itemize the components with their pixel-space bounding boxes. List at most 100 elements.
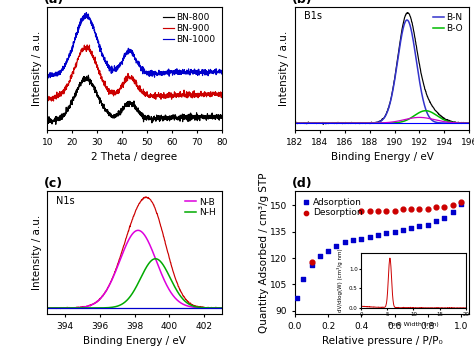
N-B: [176, 299, 182, 304]
Text: N1s: N1s: [56, 196, 75, 205]
Adsorption: [333, 243, 340, 249]
BN-800: [181, 113, 187, 118]
Adsorption: [383, 231, 390, 236]
Desorption: [416, 206, 423, 212]
B-O: [371, 121, 377, 125]
Adsorption: [432, 219, 440, 224]
B-O: [337, 121, 343, 125]
B-N: [424, 109, 429, 113]
Text: (d): (d): [292, 177, 312, 190]
B-N: [371, 121, 377, 125]
B-O: [292, 121, 298, 125]
BN-800: [53, 122, 59, 126]
BN-900: [164, 93, 170, 97]
Adsorption: [374, 232, 382, 238]
BN-900: [84, 43, 90, 47]
Adsorption: [357, 236, 365, 241]
Adsorption: [424, 222, 431, 227]
Adsorption: [341, 239, 348, 245]
Adsorption: [308, 262, 315, 268]
BN-1000: [219, 68, 225, 73]
B-N: [409, 30, 414, 34]
BN-800: [164, 114, 170, 119]
Desorption: [374, 208, 382, 214]
Desorption: [366, 208, 374, 214]
BN-900: [184, 93, 190, 97]
Legend: B-N, B-O: B-N, B-O: [431, 12, 465, 35]
B-N: [404, 18, 410, 22]
Adsorption: [416, 223, 423, 229]
B-N: [292, 121, 298, 125]
BN-1000: [181, 69, 187, 73]
BN-800: [86, 73, 91, 77]
BN-1000: [115, 63, 121, 67]
Desorption: [383, 208, 390, 214]
Text: (c): (c): [44, 177, 63, 190]
Text: B1s: B1s: [304, 11, 322, 21]
BN-900: [45, 94, 50, 98]
Adsorption: [457, 201, 465, 207]
Text: (b): (b): [292, 0, 312, 6]
B-N: [466, 121, 472, 125]
BN-1000: [164, 68, 170, 72]
B-O: [409, 115, 414, 120]
Desorption: [424, 206, 431, 212]
N-B: [123, 243, 129, 247]
Y-axis label: Intensity / a.u.: Intensity / a.u.: [32, 31, 42, 106]
N-H: [123, 299, 129, 303]
Desorption: [432, 204, 440, 210]
X-axis label: Relative pressure / P/P₀: Relative pressure / P/P₀: [322, 336, 442, 346]
BN-800: [122, 104, 128, 109]
N-H: [147, 260, 153, 264]
N-H: [45, 306, 50, 310]
Line: N-H: N-H: [47, 259, 222, 308]
Desorption: [449, 203, 456, 208]
B-O: [424, 109, 429, 113]
BN-900: [219, 93, 225, 97]
Adsorption: [349, 238, 357, 243]
BN-1000: [45, 73, 50, 78]
Desorption: [407, 206, 415, 212]
N-B: [219, 306, 225, 310]
N-B: [161, 278, 167, 282]
Adsorption: [293, 295, 301, 301]
B-N: [323, 121, 328, 125]
BN-1000: [184, 68, 190, 72]
N-H: [176, 292, 182, 296]
B-O: [423, 109, 428, 113]
BN-1000: [122, 53, 128, 57]
X-axis label: Binding Energy / eV: Binding Energy / eV: [83, 336, 186, 346]
Line: BN-800: BN-800: [47, 75, 222, 124]
Line: BN-1000: BN-1000: [47, 13, 222, 78]
Line: B-N: B-N: [295, 20, 469, 123]
Legend: Adsorption, Desorption: Adsorption, Desorption: [300, 196, 365, 219]
Adsorption: [391, 229, 398, 234]
B-N: [337, 121, 343, 125]
Text: (a): (a): [44, 0, 64, 6]
Y-axis label: Intensity / a.u.: Intensity / a.u.: [279, 31, 290, 106]
Y-axis label: Intensity / a.u.: Intensity / a.u.: [32, 215, 42, 291]
N-H: [90, 306, 95, 310]
B-O: [323, 121, 328, 125]
N-H: [75, 306, 81, 310]
BN-900: [122, 76, 128, 80]
N-B: [45, 306, 50, 310]
BN-800: [219, 116, 225, 120]
BN-900: [181, 92, 187, 97]
B-O: [395, 120, 401, 125]
N-B: [75, 305, 81, 310]
Adsorption: [407, 225, 415, 231]
BN-800: [63, 111, 68, 115]
Adsorption: [366, 234, 374, 240]
BN-900: [51, 99, 56, 103]
Desorption: [399, 206, 407, 212]
Adsorption: [324, 248, 332, 254]
N-B: [135, 228, 141, 233]
BN-800: [45, 118, 50, 122]
Legend: BN-800, BN-900, BN-1000: BN-800, BN-900, BN-1000: [161, 12, 217, 46]
Legend: N-B, N-H: N-B, N-H: [183, 196, 217, 219]
BN-800: [115, 109, 121, 113]
Adsorption: [440, 215, 448, 221]
Line: BN-900: BN-900: [47, 45, 222, 101]
N-B: [90, 303, 95, 307]
